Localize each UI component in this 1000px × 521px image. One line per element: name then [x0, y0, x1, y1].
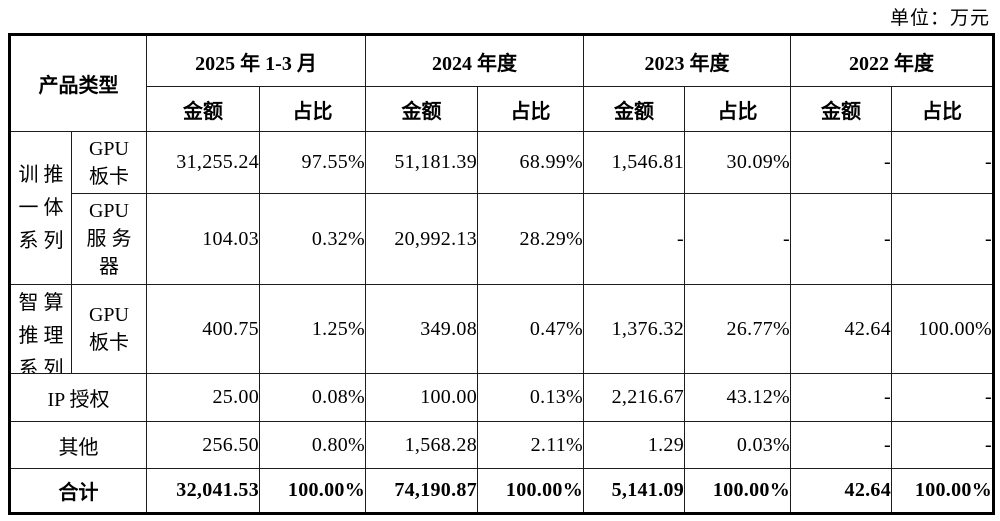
- row-other: 其他 256.50 0.80% 1,568.28 2.11% 1.29 0.03…: [9, 421, 995, 469]
- cell-2023-ratio: 100.00%: [684, 468, 792, 514]
- cell-2025-amount: 104.03: [146, 193, 260, 285]
- cell-2022-amount: -: [790, 193, 893, 285]
- row-label-ip-licensing: IP 授权: [9, 373, 147, 422]
- cell-2024-ratio: 2.11%: [477, 421, 585, 469]
- cell-2022-ratio: 100.00%: [891, 284, 995, 374]
- cell-2024-amount: 349.08: [365, 284, 479, 374]
- cell-2025-ratio: 100.00%: [258, 468, 367, 514]
- row-label-total: 合计: [9, 468, 147, 514]
- cell-2024-ratio: 0.13%: [477, 373, 585, 422]
- cell-2025-amount: 256.50: [146, 421, 260, 469]
- header-period-2023: 2023 年度: [583, 34, 792, 87]
- cell-2022-ratio: -: [891, 131, 995, 194]
- cell-2025-ratio: 0.80%: [258, 421, 367, 469]
- header-amount-2022: 金额: [790, 86, 893, 132]
- header-period-2025: 2025 年 1-3 月: [145, 34, 367, 87]
- row-ip-licensing: IP 授权 25.00 0.08% 100.00 0.13% 2,216.67 …: [9, 373, 995, 422]
- cell-2022-ratio: -: [891, 193, 995, 285]
- cell-2023-amount: 2,216.67: [583, 373, 686, 422]
- cell-2023-amount: -: [583, 193, 686, 285]
- header-row-periods: 产品类型 2025 年 1-3 月 2024 年度 2023 年度 2022 年…: [9, 34, 995, 132]
- cell-2022-ratio: -: [891, 373, 995, 422]
- cell-2024-ratio: 100.00%: [477, 468, 585, 514]
- cell-2023-amount: 1,376.32: [583, 284, 686, 374]
- header-ratio-2025: 占比: [258, 86, 367, 132]
- cell-2024-ratio: 0.47%: [477, 284, 585, 374]
- row-total: 合计 32,041.53 100.00% 74,190.87 100.00% 5…: [9, 468, 995, 514]
- cell-2025-ratio: 1.25%: [258, 284, 367, 374]
- row-label-other: 其他: [9, 421, 147, 469]
- cell-2022-amount: -: [790, 373, 893, 422]
- cell-2025-ratio: 97.55%: [258, 131, 367, 194]
- cell-2023-ratio: 26.77%: [684, 284, 792, 374]
- cell-2022-ratio: 100.00%: [891, 468, 995, 514]
- cell-2023-amount: 5,141.09: [583, 468, 686, 514]
- header-amount-2025: 金额: [146, 86, 260, 132]
- cell-2023-ratio: 30.09%: [684, 131, 792, 194]
- cell-2025-amount: 31,255.24: [146, 131, 260, 194]
- cell-2022-amount: -: [790, 421, 893, 469]
- cell-2022-ratio: -: [891, 421, 995, 469]
- header-period-2022: 2022 年度: [790, 34, 995, 87]
- row-training-gpu-board: 训 推 一 体 系 列 GPU 板卡 31,255.24 97.55% 51,1…: [9, 131, 995, 285]
- header-row-measures: 金额 占比 金额 占比 金额 占比 金额 占比: [10, 86, 995, 132]
- cell-2024-amount: 20,992.13: [365, 193, 479, 285]
- cell-2024-amount: 1,568.28: [365, 421, 479, 469]
- header-amount-2023: 金额: [583, 86, 686, 132]
- cell-2025-amount: 32,041.53: [146, 468, 260, 514]
- product-label-gpu-board: GPU 板卡: [71, 131, 147, 194]
- cell-2023-ratio: -: [684, 193, 792, 285]
- row-inference-gpu-board: 智 算 推 理 系 列 GPU 板卡 400.75 1.25% 349.08 0…: [9, 284, 995, 374]
- cell-2022-amount: 42.64: [790, 468, 893, 514]
- product-label-gpu-board: GPU 板卡: [71, 284, 147, 374]
- cell-2025-ratio: 0.08%: [258, 373, 367, 422]
- cell-2022-amount: -: [790, 131, 893, 194]
- cell-2022-amount: 42.64: [790, 284, 893, 374]
- header-product-type: 产品类型: [9, 34, 147, 132]
- group-label-training-series: 训 推 一 体 系 列: [9, 131, 72, 285]
- header-period-2024: 2024 年度: [365, 34, 585, 87]
- group-label-inference-series-text: 智 算 推 理 系 列: [18, 291, 64, 373]
- cell-2024-amount: 51,181.39: [365, 131, 479, 194]
- cell-2025-amount: 400.75: [146, 284, 260, 374]
- header-ratio-2022: 占比: [891, 86, 995, 132]
- product-label-gpu-server: GPU 服 务 器: [71, 193, 147, 285]
- cell-2024-ratio: 28.29%: [477, 193, 585, 285]
- cell-2023-amount: 1,546.81: [583, 131, 686, 194]
- cell-2023-amount: 1.29: [583, 421, 686, 469]
- revenue-by-product-table: 产品类型 2025 年 1-3 月 2024 年度 2023 年度 2022 年…: [8, 33, 996, 515]
- row-training-gpu-server: GPU 服 务 器 104.03 0.32% 20,992.13 28.29% …: [10, 193, 995, 285]
- header-amount-2024: 金额: [365, 86, 479, 132]
- header-ratio-2024: 占比: [477, 86, 585, 132]
- cell-2024-ratio: 68.99%: [477, 131, 585, 194]
- cell-2024-amount: 74,190.87: [365, 468, 479, 514]
- group-label-inference-series: 智 算 推 理 系 列: [9, 284, 72, 374]
- cell-2023-ratio: 43.12%: [684, 373, 792, 422]
- cell-2025-amount: 25.00: [146, 373, 260, 422]
- unit-label: 单位：万元: [889, 8, 990, 29]
- cell-2023-ratio: 0.03%: [684, 421, 792, 469]
- cell-2024-amount: 100.00: [365, 373, 479, 422]
- cell-2025-ratio: 0.32%: [258, 193, 367, 285]
- header-ratio-2023: 占比: [684, 86, 792, 132]
